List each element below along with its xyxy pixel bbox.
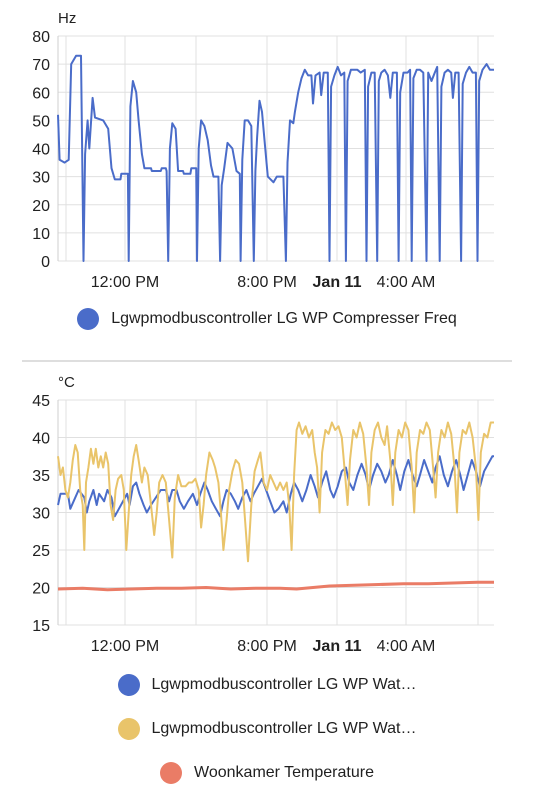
water-temperature-chart-card: °C 15 20 25 30 35 40 45 12:00 PM 8:00 PM Jan 11 4:0… (0, 364, 534, 800)
chart2-legend-item-2[interactable]: Lgwpmodbuscontroller LG WP Wat… (0, 718, 534, 740)
y-unit-label: °C (58, 374, 75, 391)
y-tick-label: 30 (32, 170, 50, 187)
legend-label-water-temp-2: Lgwpmodbuscontroller LG WP Wat… (151, 720, 417, 737)
y-tick-label: 80 (32, 29, 50, 46)
y-tick-label: 10 (32, 226, 50, 243)
chart2-legend-item-1[interactable]: Lgwpmodbuscontroller LG WP Wat… (0, 674, 534, 696)
x-tick-label: Jan 11 (313, 274, 362, 291)
y-tick-label: 40 (32, 431, 50, 448)
section-divider (22, 360, 512, 362)
y-tick-label: 30 (32, 506, 50, 523)
y-tick-label: 15 (32, 618, 50, 635)
legend-label-water-temp-1: Lgwpmodbuscontroller LG WP Wat… (151, 676, 417, 693)
chart2-legend-item-3[interactable]: Woonkamer Temperature (0, 762, 534, 784)
x-tick-label: Jan 11 (313, 638, 362, 655)
x-tick-label: 8:00 PM (237, 274, 297, 291)
legend-item-compressor-freq[interactable]: Lgwpmodbuscontroller LG WP Compresser Fr… (77, 308, 457, 330)
series-line-yellow (57, 421, 494, 563)
legend-label-compressor-freq: Lgwpmodbuscontroller LG WP Compresser Fr… (111, 310, 457, 327)
legend-label-room-temp: Woonkamer Temperature (194, 764, 374, 781)
x-tick-label: 12:00 PM (91, 274, 159, 291)
y-tick-label: 50 (32, 113, 50, 130)
y-tick-label: 45 (32, 393, 50, 410)
water-temperature-chart[interactable]: °C 15 20 25 30 35 40 45 12:00 PM 8:00 PM Jan 11 4:0… (0, 364, 534, 664)
legend-dot-red-icon (160, 762, 183, 784)
y-tick-label: 25 (32, 543, 50, 560)
legend-dot-yellow-icon (117, 718, 140, 740)
x-tick-label: 8:00 PM (237, 638, 297, 655)
series-line-blue (57, 54, 494, 262)
y-tick-label: 0 (41, 254, 50, 271)
x-tick-label: 12:00 PM (91, 638, 159, 655)
compressor-frequency-chart-card: Hz 0 10 20 30 40 50 60 70 80 12:00 PM 8:00 PM Jan 11… (0, 0, 534, 350)
y-tick-label: 20 (32, 581, 50, 598)
y-unit-label: Hz (58, 10, 76, 27)
y-tick-label: 70 (32, 57, 50, 74)
legend-dot-blue-icon (77, 308, 100, 330)
y-tick-label: 35 (32, 468, 50, 485)
x-tick-label: 4:00 AM (377, 638, 436, 655)
y-tick-label: 20 (32, 198, 50, 215)
x-tick-label: 4:00 AM (377, 274, 436, 291)
compressor-frequency-chart[interactable]: Hz 0 10 20 30 40 50 60 70 80 12:00 PM 8:00 PM Jan 11… (0, 0, 534, 300)
y-tick-label: 40 (32, 142, 50, 159)
y-tick-label: 60 (32, 85, 50, 102)
legend-dot-blue-icon (117, 674, 140, 696)
chart1-legend: Lgwpmodbuscontroller LG WP Compresser Fr… (0, 308, 534, 330)
series-line-red (57, 580, 494, 592)
